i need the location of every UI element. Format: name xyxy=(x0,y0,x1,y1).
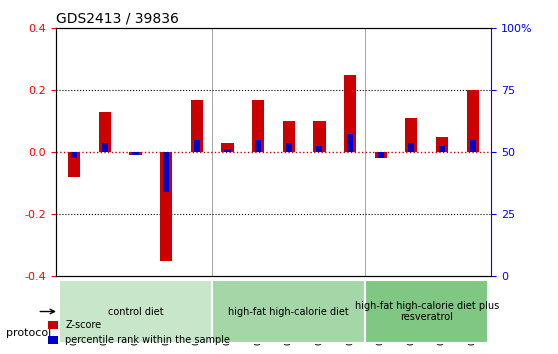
Bar xyxy=(160,152,172,261)
Bar xyxy=(194,140,200,152)
Bar xyxy=(68,152,80,177)
Text: GDS2413 / 39836: GDS2413 / 39836 xyxy=(56,12,179,26)
Bar xyxy=(222,143,234,152)
Bar xyxy=(132,152,138,155)
Text: high-fat high-calorie diet: high-fat high-calorie diet xyxy=(228,307,349,316)
Text: control diet: control diet xyxy=(108,307,163,316)
Bar xyxy=(436,137,448,152)
Bar xyxy=(408,143,415,152)
Bar xyxy=(347,133,353,152)
Bar xyxy=(255,140,261,152)
Bar xyxy=(224,149,230,152)
Bar xyxy=(405,118,417,152)
FancyBboxPatch shape xyxy=(59,280,212,343)
Bar xyxy=(313,121,325,152)
Bar xyxy=(282,121,295,152)
Bar xyxy=(163,152,169,193)
Bar xyxy=(316,146,323,152)
Bar xyxy=(344,75,356,152)
Bar xyxy=(252,99,264,152)
Bar xyxy=(99,112,111,152)
Text: protocol: protocol xyxy=(6,328,51,338)
Bar xyxy=(466,90,479,152)
Bar xyxy=(439,146,445,152)
Legend: Z-score, percentile rank within the sample: Z-score, percentile rank within the samp… xyxy=(44,316,234,349)
FancyBboxPatch shape xyxy=(365,280,488,343)
Bar xyxy=(374,152,387,159)
Bar xyxy=(102,143,108,152)
Bar xyxy=(378,152,384,159)
Bar xyxy=(129,152,142,155)
FancyBboxPatch shape xyxy=(212,280,365,343)
Bar xyxy=(470,140,476,152)
Bar xyxy=(191,99,203,152)
Text: high-fat high-calorie diet plus
resveratrol: high-fat high-calorie diet plus resverat… xyxy=(354,301,499,322)
Bar xyxy=(286,143,292,152)
Bar xyxy=(71,152,77,159)
